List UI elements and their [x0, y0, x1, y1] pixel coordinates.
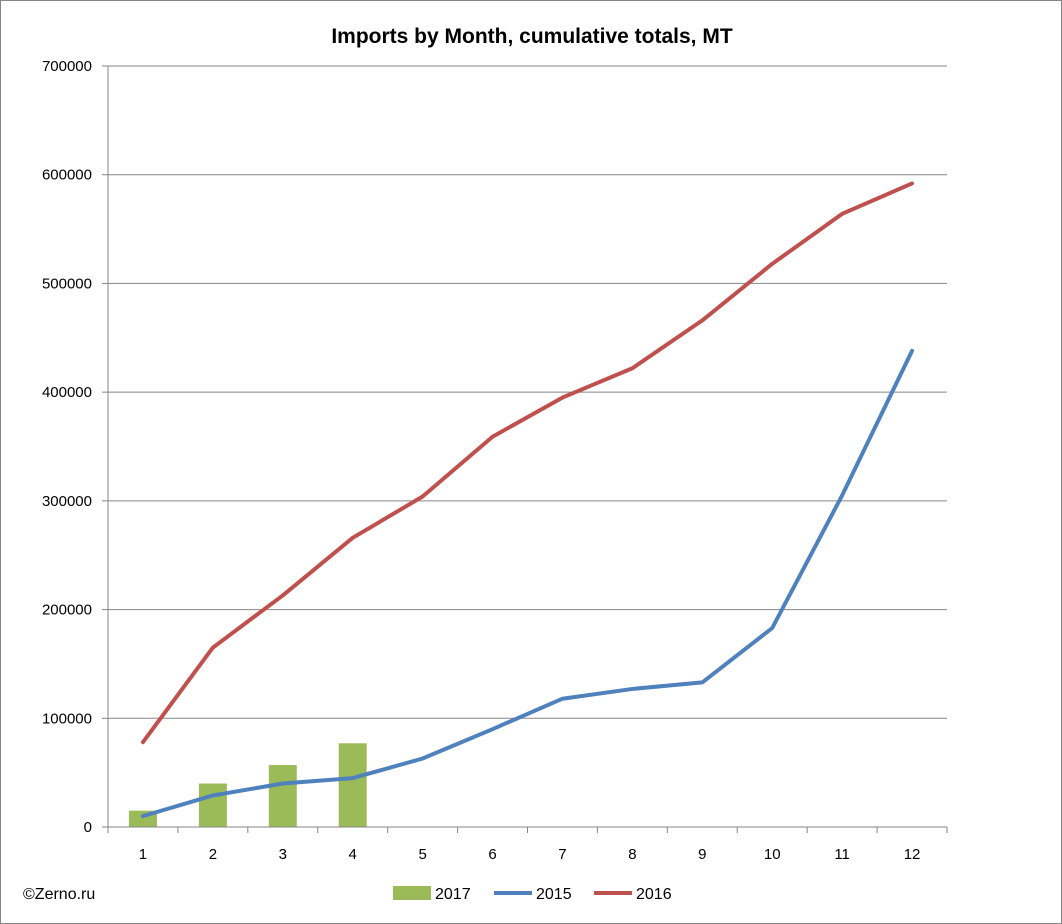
x-tick-label-3: 3: [279, 846, 287, 863]
x-tick-label-6: 6: [488, 846, 496, 863]
x-tick-label-9: 9: [698, 846, 706, 863]
line-series: [140, 181, 915, 819]
y-tick-label-5: 500000: [42, 275, 92, 292]
line-series-2016: [140, 181, 915, 745]
bar-series: [128, 743, 367, 827]
y-tick-labels: 0 100000 200000 300000 400000 500000 600000 700…: [42, 58, 92, 836]
legend-swatch-2017: [393, 886, 431, 900]
y-tick-label-4: 400000: [42, 384, 92, 401]
gridlines: [108, 65, 947, 719]
chart-title: Imports by Month, cumulative totals, MT: [331, 25, 733, 48]
x-tick-label-12: 12: [904, 846, 921, 863]
axes: [102, 65, 948, 833]
y-tick-label-0: 0: [84, 819, 92, 836]
y-tick-label-6: 600000: [42, 167, 92, 184]
x-tick-label-7: 7: [558, 846, 566, 863]
x-tick-label-8: 8: [628, 846, 636, 863]
y-tick-label-3: 300000: [42, 493, 92, 510]
legend-label-2017: 2017: [435, 886, 471, 903]
x-tick-label-1: 1: [139, 846, 147, 863]
bar-2017-2: [198, 783, 227, 827]
bar-2017-4: [338, 743, 367, 827]
credit-text: ©Zerno.ru: [23, 886, 95, 903]
bar-2017-3: [268, 765, 297, 827]
x-tick-label-2: 2: [209, 846, 217, 863]
y-tick-label-7: 700000: [42, 58, 92, 75]
legend-label-2015: 2015: [536, 886, 572, 903]
x-tick-label-4: 4: [349, 846, 357, 863]
y-tick-label-2: 200000: [42, 602, 92, 619]
x-tick-label-5: 5: [418, 846, 426, 863]
x-tick-labels: 1 2 3 4 5 6 7 8 9 10 11 12: [139, 846, 921, 863]
y-tick-label-1: 100000: [42, 710, 92, 727]
legend: 2017 2015 2016: [393, 886, 672, 903]
x-tick-label-11: 11: [834, 846, 850, 863]
line-series-2015: [140, 348, 915, 819]
legend-label-2016: 2016: [636, 886, 672, 903]
x-tick-label-10: 10: [764, 846, 781, 863]
